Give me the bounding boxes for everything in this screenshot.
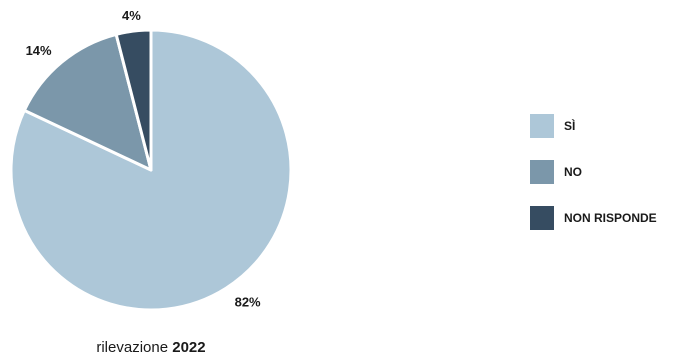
caption-year: 2022 xyxy=(172,339,206,356)
pie-slices xyxy=(9,28,293,312)
pie-label-si: 82% xyxy=(235,295,261,310)
legend: SÌ NO NON RISPONDE xyxy=(530,113,657,251)
pie-label-no: 14% xyxy=(26,43,52,58)
caption-prefix: rilevazione xyxy=(96,339,169,356)
legend-swatch-si xyxy=(530,114,554,138)
pie-slice-non-risponde xyxy=(114,28,153,172)
chart-caption: rilevazione 2022 xyxy=(0,339,302,356)
pie-labels: 82% 14% 4% xyxy=(26,8,261,310)
legend-label-non-risponde: NON RISPONDE xyxy=(564,211,657,225)
legend-item-no: NO xyxy=(530,159,657,185)
legend-item-non-risponde: NON RISPONDE xyxy=(530,205,657,231)
legend-label-no: NO xyxy=(564,165,582,179)
legend-swatch-non-risponde xyxy=(530,206,554,230)
legend-label-si: SÌ xyxy=(564,119,576,133)
legend-item-si: SÌ xyxy=(530,113,657,139)
pie-label-non-risponde: 4% xyxy=(122,8,141,23)
pie-slice-no xyxy=(22,32,153,172)
legend-swatch-no xyxy=(530,160,554,184)
